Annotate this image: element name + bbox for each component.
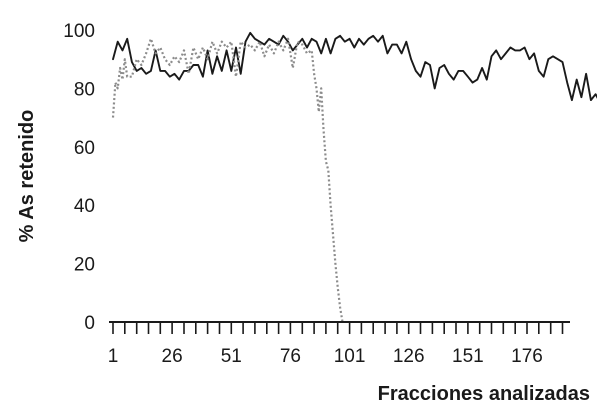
y-tick-label: 80: [74, 79, 95, 100]
x-tick-label: 126: [393, 346, 425, 367]
x-axis-tick-labels: 1 26 51 76 101 126 151 176: [108, 346, 543, 367]
series-line-dotted: [111, 37, 344, 323]
y-tick-label: 20: [74, 255, 95, 276]
x-tick-label: 176: [511, 346, 543, 367]
y-tick-label: 40: [74, 196, 95, 217]
x-axis-minor-ticks: [112, 322, 564, 334]
x-tick-label: 51: [221, 346, 242, 367]
y-axis-title: % As retenido: [16, 110, 38, 243]
x-tick-label: 26: [162, 346, 183, 367]
x-tick-label: 151: [452, 346, 484, 367]
x-tick-label: 101: [334, 346, 366, 367]
plot-series: [111, 31, 597, 323]
series-line-solid: [112, 31, 597, 102]
y-axis-tick-labels: 0 20 40 60 80 100: [63, 21, 95, 334]
y-tick-label: 60: [74, 138, 95, 159]
y-tick-label: 0: [84, 313, 95, 334]
x-axis-title: Fracciones analizadas: [378, 383, 590, 405]
y-tick-label: 100: [63, 21, 95, 42]
x-tick-label: 1: [108, 346, 119, 367]
x-tick-label: 76: [280, 346, 301, 367]
